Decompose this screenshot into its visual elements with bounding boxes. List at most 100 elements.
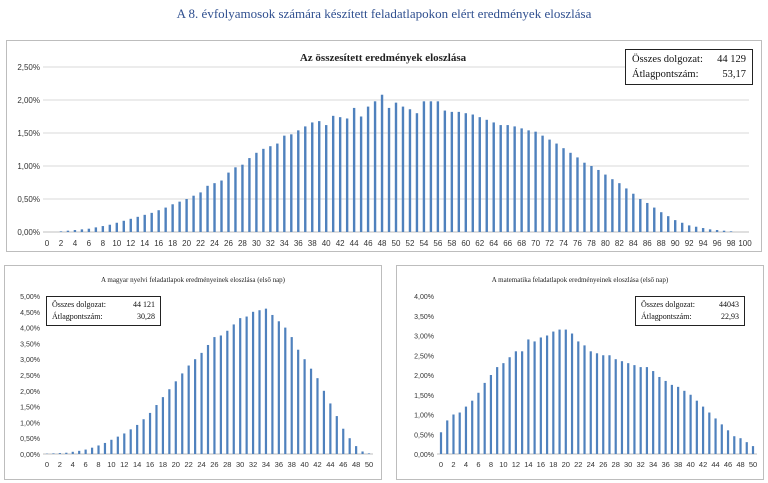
stats-box-math: Összes dolgozat: 44043 Átlagpontszám: 22,9… xyxy=(635,296,745,326)
x-tick-label: 4 xyxy=(71,460,75,469)
bar xyxy=(181,373,184,454)
x-tick-label: 46 xyxy=(724,460,732,469)
chart-title: A magyar nyelvi feladatlapok eredményein… xyxy=(101,276,286,284)
bar xyxy=(303,359,306,454)
bar xyxy=(570,333,574,454)
y-tick-label: 0,00% xyxy=(17,228,40,237)
x-tick-label: 70 xyxy=(531,239,540,248)
bar xyxy=(458,412,461,454)
x-tick-label: 2 xyxy=(451,460,455,469)
x-tick-label: 20 xyxy=(562,460,570,469)
bar xyxy=(602,355,605,454)
bar xyxy=(715,230,719,232)
bar xyxy=(436,101,440,232)
x-tick-label: 10 xyxy=(499,460,507,469)
bar xyxy=(701,406,705,454)
y-tick-label: 2,00% xyxy=(414,373,434,380)
bar xyxy=(464,406,468,454)
y-tick-label: 2,50% xyxy=(17,63,40,72)
x-tick-label: 28 xyxy=(612,460,620,469)
bar xyxy=(116,436,119,454)
bar xyxy=(90,447,94,454)
x-tick-label: 8 xyxy=(96,460,100,469)
x-tick-label: 8 xyxy=(489,460,493,469)
bar xyxy=(178,201,181,232)
bar xyxy=(84,449,87,454)
bar xyxy=(59,231,63,232)
stats-avg-value: 53,17 xyxy=(722,69,746,80)
bar xyxy=(452,414,455,454)
bar xyxy=(652,371,655,454)
bar xyxy=(583,345,586,454)
x-tick-label: 42 xyxy=(313,460,321,469)
x-tick-label: 6 xyxy=(87,239,92,248)
bar xyxy=(283,135,286,232)
x-tick-label: 88 xyxy=(657,239,666,248)
x-tick-label: 34 xyxy=(262,460,270,469)
x-tick-label: 4 xyxy=(464,460,468,469)
x-tick-label: 24 xyxy=(587,460,595,469)
chart-panel-overall: Az összesített eredmények eloszlása 0,00%… xyxy=(6,40,762,252)
bar xyxy=(687,225,691,232)
bar xyxy=(627,363,630,454)
bar xyxy=(150,212,153,232)
x-tick-label: 2 xyxy=(58,460,62,469)
stats-count-label: Összes dolgozat: xyxy=(641,300,695,309)
x-tick-label: 16 xyxy=(154,239,163,248)
bar xyxy=(625,188,628,232)
bar xyxy=(219,335,222,454)
x-tick-label: 80 xyxy=(601,239,610,248)
y-tick-label: 0,00% xyxy=(414,452,434,459)
bar xyxy=(101,226,105,232)
x-tick-label: 72 xyxy=(545,239,554,248)
x-tick-label: 62 xyxy=(475,239,484,248)
x-tick-label: 40 xyxy=(686,460,694,469)
bar xyxy=(394,102,398,232)
bar xyxy=(639,199,642,232)
y-tick-label: 1,50% xyxy=(17,129,40,138)
bar xyxy=(123,433,126,454)
bar xyxy=(97,445,100,454)
x-tick-label: 36 xyxy=(661,460,669,469)
bar xyxy=(645,367,649,454)
x-tick-label: 16 xyxy=(537,460,545,469)
bar xyxy=(199,192,202,232)
x-tick-label: 42 xyxy=(699,460,707,469)
y-tick-label: 2,50% xyxy=(20,373,40,380)
bar xyxy=(155,405,158,454)
bar xyxy=(751,446,755,454)
x-tick-label: 0 xyxy=(439,460,443,469)
y-tick-label: 1,00% xyxy=(414,413,434,420)
bar xyxy=(311,122,314,232)
bar xyxy=(583,162,586,232)
bar xyxy=(564,329,567,454)
x-tick-label: 12 xyxy=(120,460,128,469)
x-tick-label: 86 xyxy=(643,239,652,248)
bar xyxy=(450,111,454,232)
bar xyxy=(708,412,711,454)
bar xyxy=(226,330,229,454)
bar xyxy=(577,341,580,454)
x-tick-label: 18 xyxy=(159,460,167,469)
bar xyxy=(670,384,673,454)
x-tick-label: 68 xyxy=(517,239,526,248)
bar xyxy=(258,310,261,454)
bar xyxy=(348,438,351,454)
x-tick-label: 98 xyxy=(727,239,736,248)
bar xyxy=(206,185,209,232)
x-tick-label: 30 xyxy=(252,239,261,248)
x-tick-label: 12 xyxy=(126,239,135,248)
bar xyxy=(483,382,486,454)
stats-avg-label: Átlagpontszám: xyxy=(52,312,103,321)
y-tick-label: 0,00% xyxy=(20,452,40,459)
y-tick-label: 0,50% xyxy=(414,432,434,439)
bar xyxy=(633,365,636,454)
bar xyxy=(614,359,617,454)
bar xyxy=(680,222,684,232)
chart-overall: Az összesített eredmények eloszlása 0,00%… xyxy=(17,52,752,248)
bar xyxy=(632,193,635,232)
x-tick-label: 56 xyxy=(433,239,442,248)
bar xyxy=(683,390,686,454)
y-tick-label: 0,50% xyxy=(20,436,40,443)
bar xyxy=(548,139,551,232)
